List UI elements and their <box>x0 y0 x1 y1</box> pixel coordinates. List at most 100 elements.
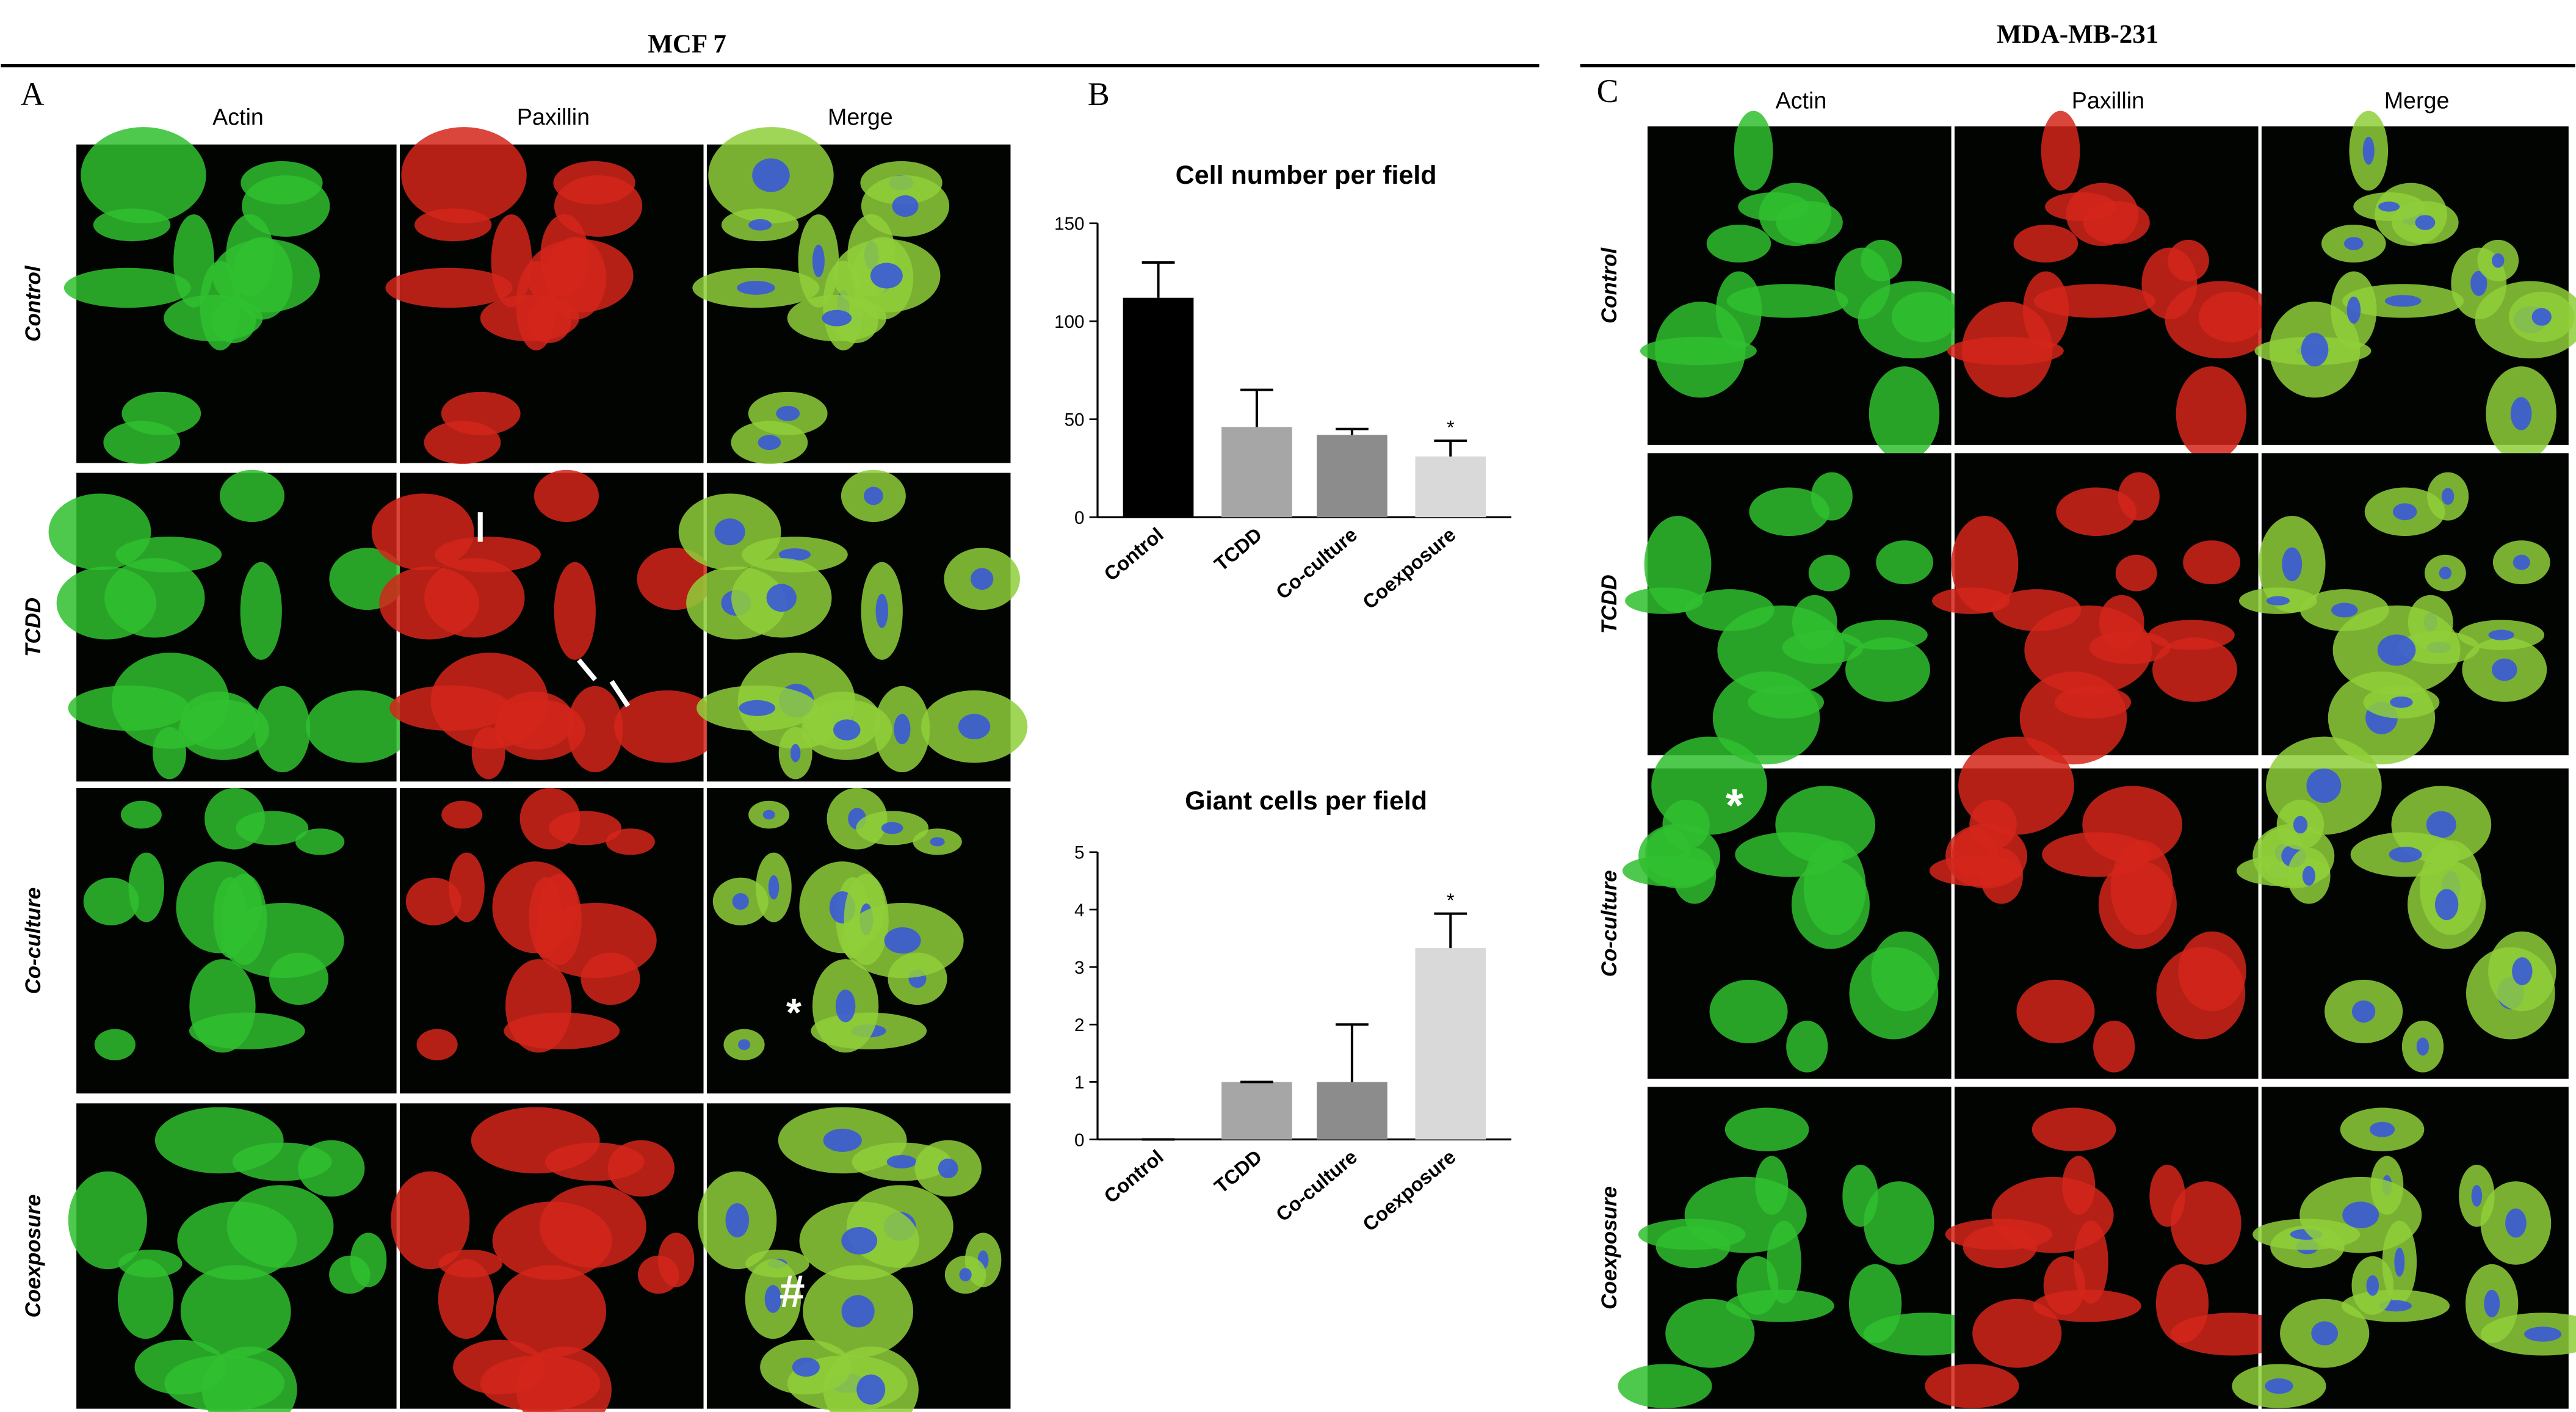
nucleus <box>875 593 888 628</box>
nucleus <box>2470 270 2487 296</box>
nucleus <box>737 281 775 295</box>
cell <box>549 811 622 845</box>
error-bar <box>1335 1023 1369 1082</box>
nucleus <box>762 809 775 820</box>
nucleus <box>823 1128 862 1152</box>
cell <box>68 1171 147 1270</box>
nucleus <box>2416 1037 2429 1056</box>
nucleus <box>886 1155 917 1169</box>
cell <box>1625 587 1703 614</box>
nucleus <box>959 1268 972 1281</box>
cell <box>2083 201 2150 244</box>
cell <box>1861 239 1902 281</box>
cell <box>1736 1256 1779 1315</box>
nucleus <box>752 158 790 192</box>
nucleus <box>2266 596 2290 606</box>
cell <box>1864 1181 1934 1265</box>
cell <box>2098 860 2177 949</box>
cell <box>1662 799 1710 850</box>
cell <box>1841 620 1928 650</box>
cell <box>1717 605 1845 695</box>
cell <box>2198 291 2265 342</box>
nucleus <box>2394 1247 2405 1277</box>
cell <box>153 726 187 780</box>
nucleus <box>870 262 903 289</box>
cell <box>1791 860 1870 949</box>
cell <box>2055 686 2132 719</box>
nucleus <box>2434 889 2459 921</box>
cell <box>1734 110 1773 191</box>
cell <box>117 1259 174 1339</box>
cell <box>1871 931 1939 1012</box>
nucleus <box>856 1374 886 1405</box>
cell <box>441 391 521 435</box>
nucleus <box>2484 1289 2500 1318</box>
nucleus <box>2441 488 2455 505</box>
bar <box>1221 427 1292 518</box>
cell <box>405 877 461 925</box>
cell <box>1709 979 1788 1043</box>
nucleus <box>841 1295 875 1328</box>
cell <box>1724 1107 1809 1151</box>
nucleus <box>2351 1000 2376 1023</box>
nucleus <box>958 714 991 740</box>
cell <box>1684 1176 1807 1253</box>
nucleus <box>790 744 801 762</box>
cell <box>453 1339 545 1395</box>
x-tick-label: Coexposure <box>1359 1146 1460 1236</box>
cell <box>1808 554 1850 592</box>
x-tick-label: Control <box>1100 1146 1168 1207</box>
cell <box>416 1029 458 1060</box>
cell <box>120 800 162 829</box>
cell <box>2043 1256 2086 1315</box>
cell <box>2115 554 2157 592</box>
nucleus <box>2282 547 2303 582</box>
cell <box>68 685 190 731</box>
nucleus <box>2378 201 2400 212</box>
nucleus <box>2415 215 2436 230</box>
bar <box>1317 435 1387 518</box>
cell <box>494 700 585 760</box>
row-label: Coexposure <box>1597 1186 1621 1309</box>
error-bar <box>1240 388 1273 427</box>
cell <box>391 1171 470 1270</box>
significance-label: * <box>1447 416 1455 438</box>
cell <box>385 267 513 308</box>
nucleus <box>2471 1184 2483 1207</box>
nucleus <box>732 893 749 910</box>
cell <box>1776 201 1843 244</box>
cell <box>121 391 201 435</box>
cell <box>2093 1020 2135 1073</box>
y-tick-label: 4 <box>1074 900 1084 921</box>
error-bar <box>1335 427 1369 435</box>
cell <box>178 700 270 760</box>
nucleus <box>2510 397 2532 430</box>
cell <box>212 239 320 313</box>
cell <box>1932 587 2010 614</box>
panel-label: C <box>1597 73 1619 109</box>
nucleus <box>884 927 921 954</box>
nucleus <box>714 518 745 546</box>
nucleus <box>930 837 945 847</box>
cell <box>554 562 596 660</box>
x-tick-label: Co-culture <box>1272 1146 1361 1226</box>
nucleus <box>768 875 780 900</box>
cell <box>2016 979 2095 1043</box>
cell <box>505 959 572 1053</box>
x-tick-label: Control <box>1100 523 1168 585</box>
cell <box>1845 637 1930 702</box>
cell <box>2022 271 2069 349</box>
nucleus <box>2346 296 2361 324</box>
cell <box>2118 472 2160 521</box>
cell <box>240 562 282 660</box>
column-label: Actin <box>212 104 264 129</box>
cell <box>414 208 492 242</box>
cell <box>222 902 344 979</box>
nucleus <box>2392 503 2417 521</box>
nucleus <box>2492 253 2505 268</box>
y-tick-label: 50 <box>1065 410 1085 430</box>
cell <box>1786 1020 1828 1073</box>
cell <box>63 267 191 308</box>
cell <box>134 1339 227 1395</box>
arrow <box>609 679 631 708</box>
